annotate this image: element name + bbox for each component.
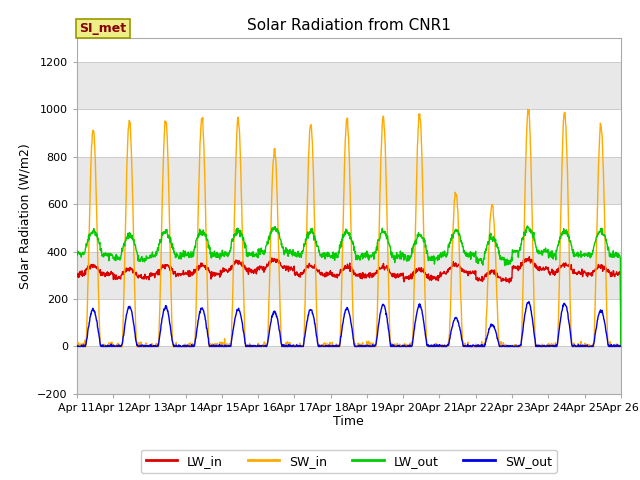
Y-axis label: Solar Radiation (W/m2): Solar Radiation (W/m2) xyxy=(19,143,32,289)
Text: SI_met: SI_met xyxy=(79,22,127,35)
Bar xyxy=(77,157,621,204)
Legend: LW_in, SW_in, LW_out, SW_out: LW_in, SW_in, LW_out, SW_out xyxy=(141,450,557,473)
Title: Solar Radiation from CNR1: Solar Radiation from CNR1 xyxy=(247,18,451,33)
Bar xyxy=(77,299,621,346)
Bar xyxy=(77,204,621,252)
Bar xyxy=(77,346,621,394)
Bar xyxy=(77,252,621,299)
Bar xyxy=(77,109,621,157)
X-axis label: Time: Time xyxy=(333,415,364,429)
Bar xyxy=(77,62,621,109)
